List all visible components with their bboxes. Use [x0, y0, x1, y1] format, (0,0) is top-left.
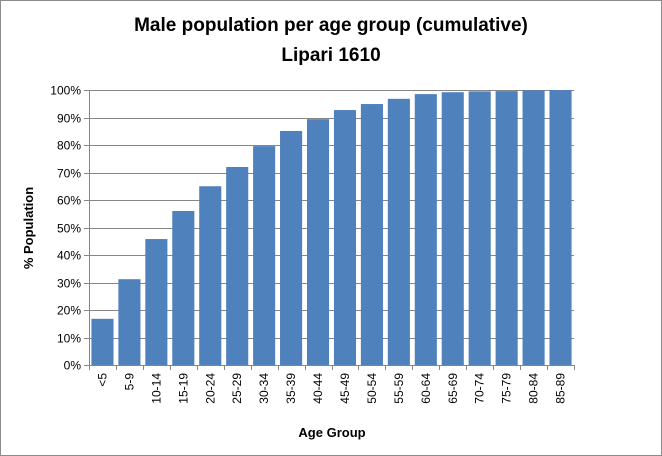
x-tick-label: 75-79 [500, 373, 514, 404]
bar [172, 211, 195, 365]
chart-subtitle: Lipari 1610 [281, 45, 381, 66]
x-tick-label: 25-29 [230, 373, 244, 404]
bar [118, 279, 141, 365]
chart-title: Male population per age group (cumulativ… [134, 15, 528, 36]
bar [387, 98, 410, 366]
x-tick-label: 20-24 [203, 373, 217, 404]
y-tick-label: 70% [57, 167, 81, 181]
y-tick-label: 30% [57, 277, 81, 291]
x-tick-label: <5 [95, 373, 109, 387]
axes [84, 90, 575, 370]
bar [495, 91, 518, 365]
bar [280, 130, 303, 365]
x-tick-label: 5-9 [122, 373, 136, 391]
x-tick-labels: <5 5-9 10-14 15-19 20-24 25-29 30-34 35-39 40-44… [95, 373, 567, 404]
x-tick-label: 70-74 [473, 373, 487, 404]
bar [199, 186, 222, 365]
y-tick-label: 40% [57, 249, 81, 263]
gridlines [89, 90, 574, 339]
bar [306, 119, 330, 366]
bar [145, 239, 168, 365]
y-tick-label: 10% [57, 332, 81, 346]
x-tick-label: 45-49 [338, 373, 352, 404]
x-tick-label: 60-64 [419, 373, 433, 404]
bars [91, 90, 572, 366]
y-tick-label: 100% [50, 84, 81, 98]
bar [360, 104, 383, 366]
x-tick-label: 85-89 [554, 373, 568, 404]
bar [333, 110, 357, 365]
x-axis-title: Age Group [298, 425, 365, 440]
bar [226, 167, 249, 365]
x-tick-label: 65-69 [446, 373, 460, 404]
x-tick-label: 55-59 [392, 373, 406, 404]
bar [549, 90, 572, 365]
x-tick-label: 40-44 [311, 373, 325, 404]
x-tick-label: 35-39 [284, 373, 298, 404]
bar [91, 318, 114, 365]
y-tick-label: 50% [57, 222, 81, 236]
y-axis-title: % Population [21, 187, 36, 269]
x-tick-label: 50-54 [365, 373, 379, 404]
y-tick-label: 60% [57, 194, 81, 208]
bar [253, 146, 276, 365]
y-tick-label: 0% [64, 359, 82, 373]
x-tick-label: 15-19 [176, 373, 190, 404]
x-tick-label: 30-34 [257, 373, 271, 404]
y-tick-labels: 0% 10% 20% 30% 40% 50% 60% 70% 80% 90% 100% [50, 84, 81, 373]
bar [522, 90, 545, 366]
x-tick-label: 80-84 [527, 373, 541, 404]
y-tick-label: 90% [57, 112, 81, 126]
y-tick-label: 20% [57, 304, 81, 318]
x-tick-label: 10-14 [149, 373, 163, 404]
y-tick-label: 80% [57, 139, 81, 153]
bar [441, 92, 464, 365]
bar [414, 94, 437, 365]
bar [468, 91, 491, 365]
